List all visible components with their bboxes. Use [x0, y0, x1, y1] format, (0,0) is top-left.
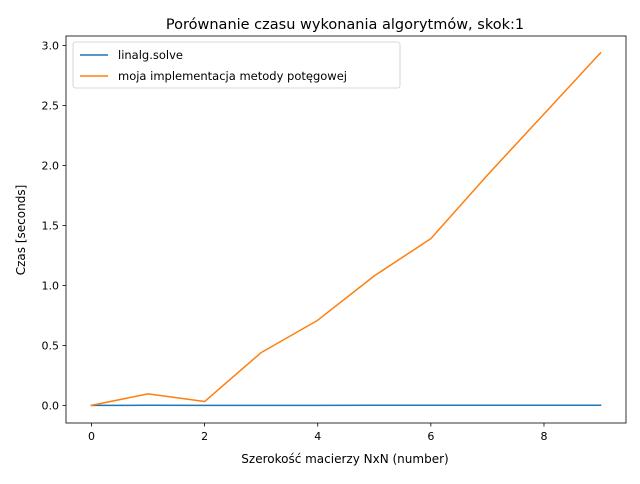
- x-tick-label: 6: [427, 430, 434, 443]
- legend-label: moja implementacja metody potęgowej: [118, 69, 347, 83]
- x-tick-label: 2: [201, 430, 208, 443]
- x-tick-label: 4: [314, 430, 321, 443]
- y-tick-label: 1.5: [42, 219, 60, 232]
- y-tick-label: 0.5: [42, 339, 60, 352]
- x-axis-label: Szerokość macierzy NxN (number): [241, 452, 448, 466]
- chart-title: Porównanie czasu wykonania algorytmów, s…: [166, 17, 524, 33]
- x-tick-label: 0: [88, 430, 95, 443]
- y-tick-label: 0.0: [42, 399, 60, 412]
- y-axis-label: Czas [seconds]: [14, 185, 28, 276]
- y-tick-label: 2.5: [42, 100, 60, 113]
- y-tick-label: 2.0: [42, 160, 60, 173]
- y-tick-label: 3.0: [42, 40, 60, 53]
- x-tick-label: 8: [540, 430, 547, 443]
- y-tick-label: 1.0: [42, 279, 60, 292]
- legend-label: linalg.solve: [118, 48, 183, 62]
